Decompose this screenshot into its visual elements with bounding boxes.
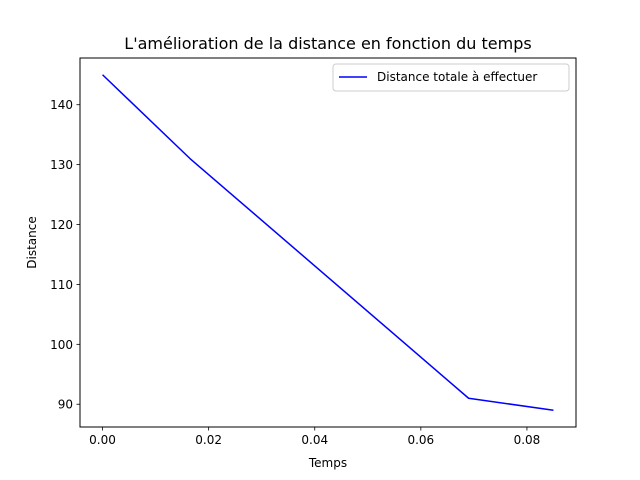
x-tick-label: 0.02 — [195, 433, 222, 447]
y-tick-label: 100 — [50, 338, 73, 352]
x-tick-label: 0.08 — [514, 433, 541, 447]
x-axis-ticks: 0.00 0.02 0.04 0.06 0.08 — [89, 427, 540, 447]
y-tick-label: 140 — [50, 98, 73, 112]
y-tick-label: 130 — [50, 158, 73, 172]
plot-frame — [79, 57, 577, 428]
legend-box — [332, 63, 570, 92]
plot-area — [80, 58, 576, 427]
x-tick-label: 0.06 — [407, 433, 434, 447]
legend-label: Distance totale à effectuer — [377, 70, 537, 84]
y-tick-label: 90 — [58, 398, 73, 412]
series-line-0 — [102, 74, 554, 411]
y-axis-ticks: 90 100 110 120 130 140 — [50, 98, 80, 412]
x-tick-label: 0.00 — [89, 433, 116, 447]
chart-title: L'amélioration de la distance en fonctio… — [124, 34, 531, 53]
legend: Distance totale à effectuer — [332, 63, 570, 92]
series-layer — [102, 74, 554, 411]
x-axis-label: Temps — [308, 456, 347, 470]
y-tick-label: 110 — [50, 278, 73, 292]
y-tick-label: 120 — [50, 218, 73, 232]
y-axis-label: Distance — [25, 216, 39, 268]
x-tick-label: 0.04 — [301, 433, 328, 447]
